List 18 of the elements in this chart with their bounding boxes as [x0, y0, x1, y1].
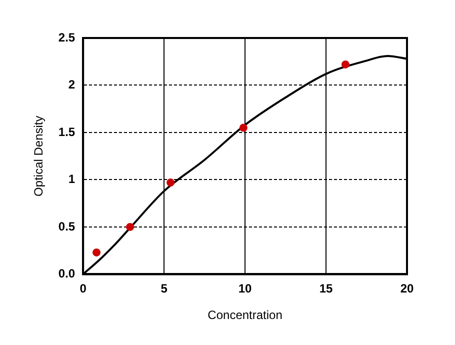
y-tick-label: 1	[68, 172, 76, 186]
x-tick-label: 15	[319, 282, 334, 296]
y-tick-label: 0.0	[58, 266, 76, 281]
y-axis-title: Optical Density	[32, 116, 46, 196]
x-tick-label: 10	[238, 282, 252, 296]
point	[92, 248, 101, 256]
x-axis-title: Concentration	[208, 308, 282, 322]
y-tick-label: 2	[68, 78, 76, 92]
y-tick-label: 1.5	[58, 124, 76, 139]
point	[126, 222, 134, 231]
x-tick-label: 20	[400, 282, 414, 296]
y-tick-label: 0.5	[58, 219, 76, 234]
y-tick-label: 2.5	[58, 30, 76, 44]
x-tick-label: 0	[80, 282, 87, 296]
point	[341, 60, 350, 68]
x-tick-label: 5	[160, 282, 168, 296]
point	[166, 178, 175, 187]
point	[239, 124, 248, 132]
